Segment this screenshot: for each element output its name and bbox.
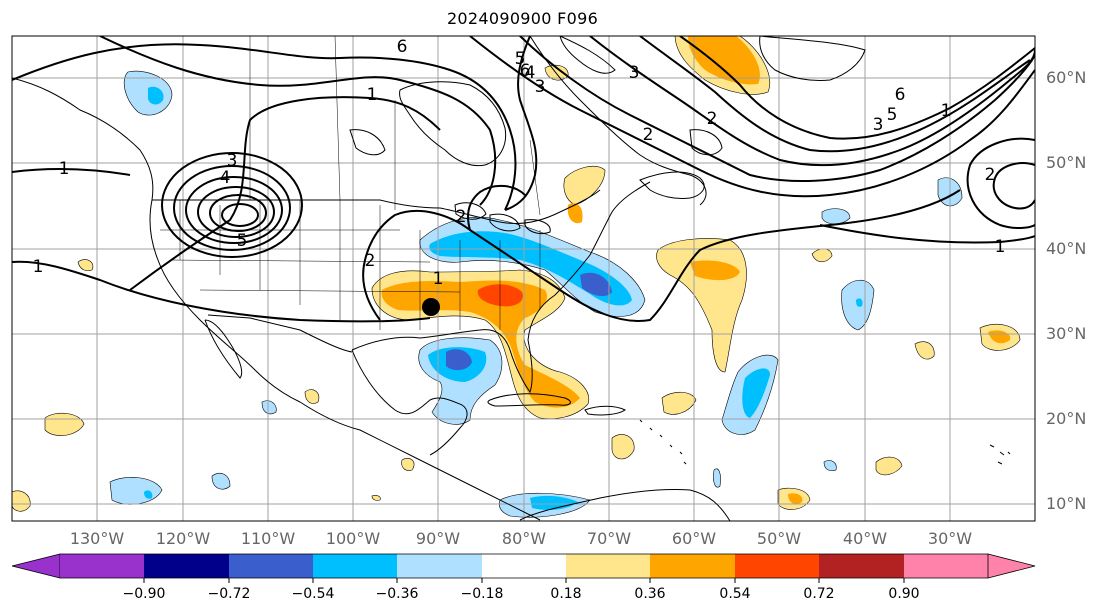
colorbar-segment	[397, 554, 482, 578]
colorbar-segment	[482, 554, 566, 578]
coastlines	[12, 36, 1011, 521]
storm-center-marker	[422, 298, 440, 316]
colorbar-segment	[735, 554, 819, 578]
lat-label: 40°N	[1046, 239, 1087, 258]
contour-label: 6	[397, 37, 408, 57]
lon-label: 120°W	[155, 529, 211, 548]
lon-label: 80°W	[501, 529, 547, 548]
contour-label: 2	[985, 165, 996, 185]
colorbar	[11, 553, 1036, 583]
colorbar-tick-label: 0.72	[803, 586, 835, 602]
colorbar-tick-label: 0.18	[550, 586, 582, 602]
colorbar-segment	[144, 554, 229, 578]
anomaly-positive-atlantic	[656, 238, 747, 373]
colorbar-tick-label: −0.18	[460, 586, 504, 602]
colorbar-tick-label: −0.54	[291, 586, 335, 602]
colorbar-tick-label: 0.54	[719, 586, 751, 602]
contour-label: 3	[227, 151, 238, 171]
lon-label: 70°W	[586, 529, 632, 548]
lon-label: 90°W	[415, 529, 461, 548]
province-borders	[249, 36, 541, 216]
contour-label: 2	[643, 125, 654, 145]
lon-label: 100°W	[325, 529, 381, 548]
height-contours	[12, 36, 1035, 323]
lat-label: 50°N	[1046, 153, 1087, 172]
chart-title: 2024090900 F096	[446, 9, 599, 28]
lon-label: 60°W	[671, 529, 717, 548]
map-frame	[11, 35, 1036, 522]
contour-label: 5	[515, 49, 526, 69]
contour-label: 1	[33, 257, 44, 277]
colorbar-tick-label: −0.72	[207, 586, 251, 602]
contour-label: 4	[525, 63, 536, 83]
lon-label: 40°W	[842, 529, 888, 548]
contour-label: 6	[520, 61, 531, 81]
colorbar-tick-label: −0.36	[375, 586, 419, 602]
colorbar-tick-label: 0.90	[888, 586, 920, 602]
contour-label: 2	[365, 251, 376, 271]
colorbar-tick-label: −0.90	[122, 586, 166, 602]
contour-label: 5	[887, 105, 898, 125]
colorbar-tick-label: 0.36	[634, 586, 666, 602]
contour-label: 4	[220, 168, 231, 188]
colorbar-segment	[904, 554, 988, 578]
contour-label: 1	[941, 101, 952, 121]
colorbar-segment	[313, 554, 397, 578]
shaded-anomaly-regions	[12, 36, 1021, 518]
lat-label: 30°N	[1046, 324, 1087, 343]
colorbar-segment	[60, 554, 144, 578]
contour-labels: 1 1 1 3 4 5 6 2 1 2 3 4 5 6 6 5 2 3 1 2 …	[33, 37, 1006, 289]
state-borders	[160, 200, 541, 330]
contour-label: 1	[995, 237, 1006, 257]
lon-label: 130°W	[69, 529, 125, 548]
lat-label: 10°N	[1046, 494, 1087, 513]
contour-label: 3	[873, 115, 884, 135]
colorbar-segment	[229, 554, 313, 578]
contour-label: 2	[456, 207, 467, 227]
lon-label: 110°W	[240, 529, 296, 548]
lon-label: 30°W	[927, 529, 973, 548]
contour-label: 6	[895, 85, 906, 105]
lon-label: 50°W	[756, 529, 802, 548]
colorbar-segment	[819, 554, 904, 578]
colorbar-max-extend	[987, 553, 1036, 579]
lat-label: 20°N	[1046, 409, 1087, 428]
contour-label: 5	[237, 231, 248, 251]
contour-label: 3	[629, 63, 640, 83]
colorbar-segment	[650, 554, 735, 578]
contour-label: 3	[535, 77, 546, 97]
contour-label: 1	[433, 269, 444, 289]
contour-label: 1	[59, 159, 70, 179]
contour-label: 2	[707, 109, 718, 129]
colorbar-segment	[566, 554, 650, 578]
colorbar-min-extend	[11, 553, 61, 579]
contour-label: 1	[367, 85, 378, 105]
lat-label: 60°N	[1046, 68, 1087, 87]
